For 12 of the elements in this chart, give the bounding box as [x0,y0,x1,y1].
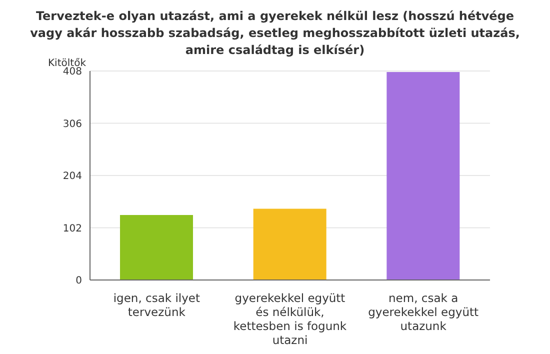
bar [253,208,326,280]
y-tick-label: 306 [62,118,82,130]
y-tick-label: 0 [76,276,82,287]
bar [386,72,460,280]
bar [120,214,193,280]
y-tick-label: 408 [62,66,82,78]
x-tick-label: igen, csak ilyet tervezünk [113,291,200,319]
y-tick-label: 204 [62,171,82,182]
x-tick-label: nem, csak a gyerekekkel együtt utazunk [368,291,480,333]
x-tick-label: gyerekekkel együtt és nélkülük, kettesben is fogunk utazni [233,291,347,347]
chart-title: Terveztek-e olyan utazást, ami a gyerekek nélkül lesz (hosszú hétvége vagy akár hosszabb szabadság, esetleg meghosszabbított üzleti utazás, amire családtag is elkísér) [29,8,521,58]
y-tick-label: 102 [62,223,82,234]
